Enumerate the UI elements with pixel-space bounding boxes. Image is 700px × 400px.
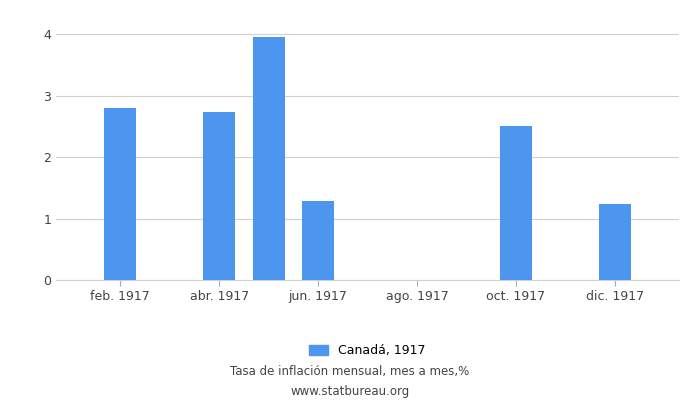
Bar [500, 126, 532, 280]
Text: Tasa de inflación mensual, mes a mes,%: Tasa de inflación mensual, mes a mes,% [230, 366, 470, 378]
Bar [302, 202, 334, 280]
Legend: Canadá, 1917: Canadá, 1917 [304, 339, 430, 362]
Text: www.statbureau.org: www.statbureau.org [290, 386, 410, 398]
Bar [598, 204, 631, 280]
Bar [203, 112, 235, 280]
Bar [253, 37, 285, 280]
Bar [104, 108, 136, 280]
